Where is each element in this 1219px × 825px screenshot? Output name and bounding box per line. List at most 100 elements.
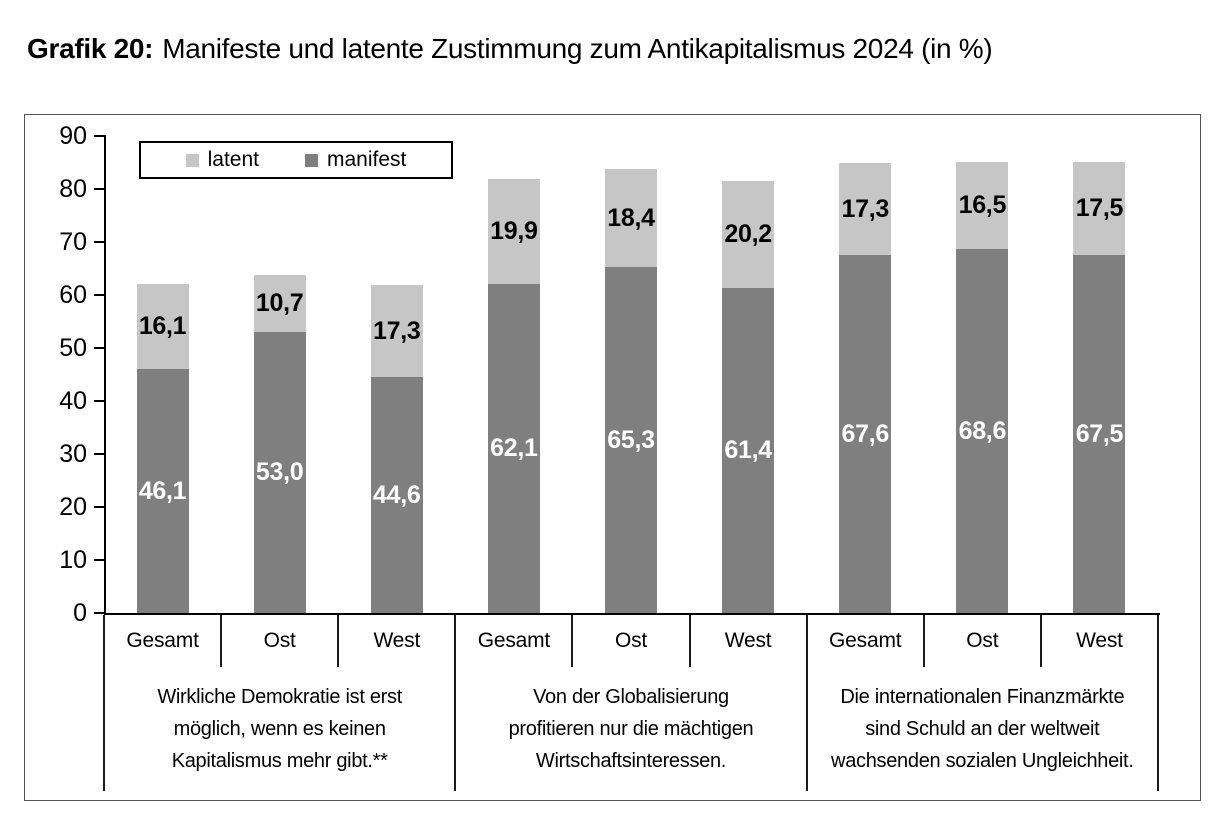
y-tick-mark — [94, 506, 104, 508]
axis-divider — [337, 615, 340, 667]
y-tick-label: 40 — [59, 387, 87, 415]
chart-title-prefix: Grafik 20: — [27, 33, 154, 64]
y-tick-mark — [94, 241, 104, 243]
bar-value-label-manifest: 53,0 — [255, 458, 304, 486]
group-statement: Wirkliche Demokratie ist erst möglich, we… — [104, 667, 455, 791]
y-tick-label: 70 — [59, 228, 87, 256]
y-tick-label: 20 — [59, 493, 87, 521]
bar-value-label-manifest: 68,6 — [958, 416, 1007, 445]
axis-divider — [571, 615, 574, 667]
y-tick-mark — [94, 188, 104, 190]
category-label: Gesamt — [829, 629, 902, 652]
bar-segment-latent: 16,5 — [956, 162, 1009, 249]
bar-segment-manifest: 68,6 — [956, 249, 1009, 613]
x-axis-line — [104, 613, 1160, 615]
bar-value-label-manifest: 46,1 — [138, 476, 187, 505]
statement-line: möglich, wenn es keinen — [173, 718, 386, 740]
legend-entry-manifest: manifest — [305, 148, 406, 172]
manifest-swatch — [305, 153, 318, 167]
statement-line: Kapitalismus mehr gibt.** — [171, 750, 388, 772]
legend-label-latent: latent — [207, 148, 259, 171]
category-label: Gesamt — [126, 629, 199, 652]
y-tick-label: 30 — [59, 440, 87, 468]
legend-entry-latent: latent — [185, 148, 259, 172]
legend: latent manifest — [139, 141, 453, 179]
bar-segment-manifest: 67,6 — [839, 255, 892, 613]
axis-divider — [922, 615, 925, 667]
bar-segment-manifest: 65,3 — [605, 267, 657, 613]
category-label: Gesamt — [477, 629, 551, 652]
category-label: Ost — [966, 629, 999, 652]
y-axis-line — [104, 135, 106, 615]
chart-title-text: Manifeste und latente Zustimmung zum Ant… — [162, 33, 993, 64]
y-tick-label: 90 — [59, 122, 87, 150]
axis-divider — [1039, 615, 1042, 667]
y-tick-mark — [94, 135, 104, 137]
y-tick-label: 0 — [73, 599, 87, 627]
y-tick-label: 10 — [59, 546, 87, 574]
category-label: West — [724, 629, 772, 652]
bar-segment-manifest: 62,1 — [487, 284, 540, 613]
bar-value-label-latent: 16,1 — [138, 312, 187, 340]
axis-divider — [454, 615, 457, 791]
bar-value-label-latent: 20,2 — [724, 220, 772, 248]
bar-segment-latent: 10,7 — [253, 275, 306, 332]
category-label: West — [373, 629, 421, 652]
bar-segment-latent: 17,3 — [370, 285, 423, 377]
bar-value-label-manifest: 44,6 — [373, 480, 421, 509]
y-tick-mark — [94, 559, 104, 561]
group-statement: Von der Globalisierung profitieren nur di… — [455, 667, 806, 791]
bar-value-label-manifest: 67,6 — [841, 419, 889, 448]
statement-line: Wirkliche Demokratie ist erst — [157, 686, 402, 708]
y-tick-mark — [94, 294, 104, 296]
axis-divider — [805, 615, 808, 791]
statement-line: sind Schuld an der weltweit — [865, 718, 1100, 740]
y-tick-mark — [94, 453, 104, 455]
axis-divider — [103, 615, 105, 791]
axis-divider — [220, 615, 223, 667]
bar-segment-manifest: 61,4 — [722, 288, 775, 613]
bar-segment-manifest: 44,6 — [370, 377, 423, 613]
group-statement: Die internationalen Finanzmärkte sind Sch… — [807, 667, 1158, 791]
bar-segment-manifest: 46,1 — [136, 369, 189, 613]
axis-divider — [688, 615, 691, 667]
bar-segment-latent: 16,1 — [136, 284, 189, 369]
bar-value-label-latent: 16,5 — [958, 191, 1007, 219]
y-axis: 0 10 20 30 40 50 60 70 80 90 — [25, 115, 1200, 800]
legend-label-manifest: manifest — [327, 148, 407, 171]
latent-swatch — [185, 153, 199, 167]
y-tick-label: 60 — [59, 281, 87, 309]
y-tick-mark — [94, 400, 104, 402]
bar-value-label-latent: 17,3 — [373, 316, 421, 345]
axis-divider — [1157, 615, 1159, 791]
bar-value-label-latent: 17,5 — [1075, 194, 1124, 222]
category-label: Ost — [263, 629, 296, 652]
chart-title: Grafik 20: Manifeste und latente Zustimmu… — [27, 33, 993, 65]
bar-segment-latent: 18,4 — [605, 169, 657, 267]
category-label: Ost — [614, 629, 648, 652]
bar-value-label-latent: 17,3 — [841, 194, 889, 223]
bar-segment-latent: 20,2 — [722, 181, 775, 288]
bar-segment-manifest: 53,0 — [253, 332, 306, 613]
bar-value-label-latent: 10,7 — [255, 289, 304, 317]
statement-line: Wirtschaftsinteressen. — [535, 750, 727, 772]
statement-line: Die internationalen Finanzmärkte — [840, 686, 1125, 708]
bar-segment-latent: 17,3 — [839, 163, 892, 255]
bar-segment-latent: 19,9 — [487, 179, 540, 284]
statement-line: profitieren nur die mächtigen — [508, 718, 754, 740]
bar-segment-latent: 17,5 — [1073, 162, 1126, 255]
bar-value-label-manifest: 61,4 — [724, 436, 772, 464]
y-tick-mark — [94, 612, 104, 614]
statement-line: wachsenden sozialen Ungleichheit. — [831, 750, 1134, 772]
y-tick-label: 50 — [59, 334, 87, 362]
bar-value-label-manifest: 67,5 — [1075, 419, 1124, 448]
bar-value-label-manifest: 62,1 — [490, 434, 538, 462]
y-tick-mark — [94, 347, 104, 349]
bar-value-label-latent: 18,4 — [607, 203, 655, 232]
y-tick-label: 80 — [59, 175, 87, 203]
bar-value-label-latent: 19,9 — [490, 217, 538, 245]
category-label: West — [1076, 629, 1123, 652]
statement-line: Von der Globalisierung — [533, 686, 729, 708]
bar-segment-manifest: 67,5 — [1073, 255, 1126, 613]
